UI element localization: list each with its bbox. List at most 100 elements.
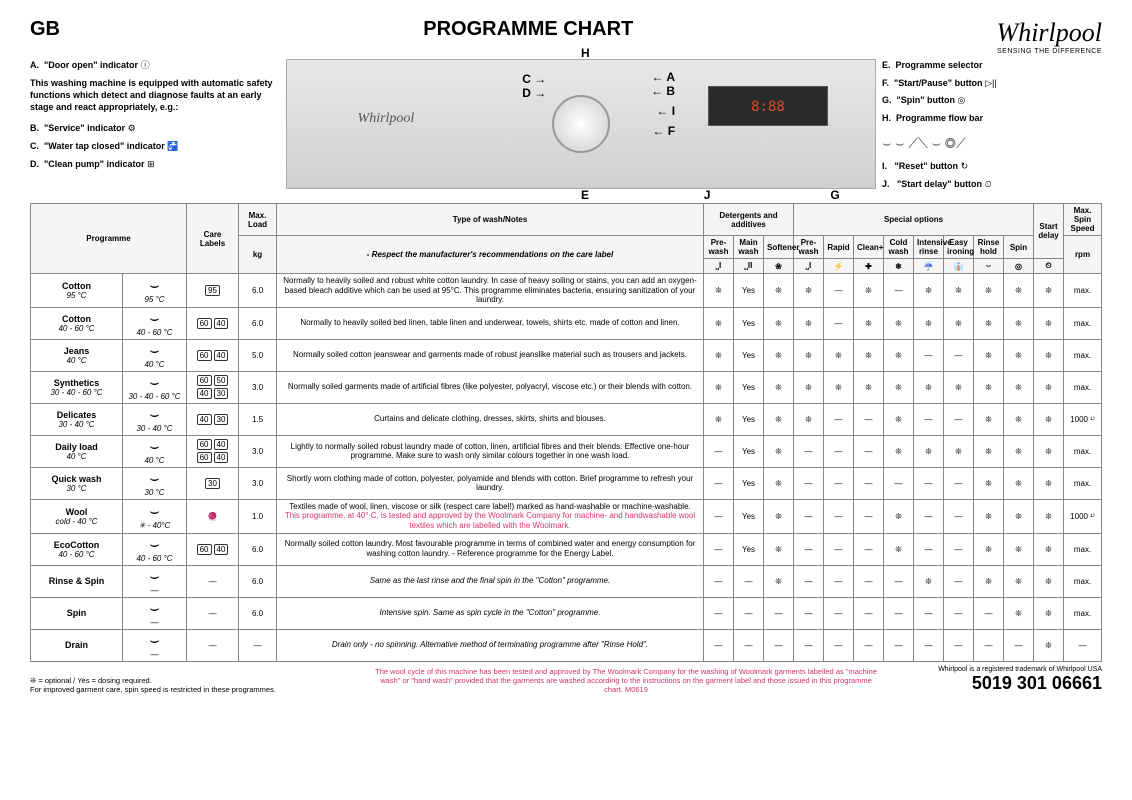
detergent-cell: — bbox=[734, 629, 764, 661]
detergent-cell: ❊ bbox=[764, 435, 794, 467]
safety-note: This washing machine is equipped with au… bbox=[30, 77, 280, 113]
option-cell: — bbox=[854, 533, 884, 565]
option-cell: ❊ bbox=[944, 307, 974, 339]
load-cell: 3.0 bbox=[239, 435, 277, 467]
spin-cell: max. bbox=[1064, 565, 1102, 597]
option-cell: ❊ bbox=[1004, 499, 1034, 533]
detergent-cell: — bbox=[764, 597, 794, 629]
detergent-cell: Yes bbox=[734, 371, 764, 403]
option-cell: ❊ bbox=[974, 435, 1004, 467]
legend-f: "Start/Pause" button bbox=[894, 78, 983, 88]
programme-name-cell: Drain bbox=[31, 629, 123, 661]
det-icon-1: ⎵II bbox=[734, 259, 764, 274]
option-cell: ❊ bbox=[914, 371, 944, 403]
notes-cell: Same as the last rinse and the final spi… bbox=[277, 565, 704, 597]
hdr-detergents: Detergents and additives bbox=[704, 204, 794, 236]
option-cell: ❊ bbox=[1004, 307, 1034, 339]
spin-cell: max. bbox=[1064, 597, 1102, 629]
option-cell: ❊ bbox=[854, 371, 884, 403]
option-cell: — bbox=[884, 629, 914, 661]
programme-icon-cell: ⌣✳ - 40°C bbox=[123, 499, 187, 533]
option-cell: — bbox=[914, 629, 944, 661]
option-cell: — bbox=[1004, 629, 1034, 661]
option-cell: ❊ bbox=[794, 403, 824, 435]
detergent-cell: Yes bbox=[734, 403, 764, 435]
legend-e: Programme selector bbox=[896, 60, 983, 70]
option-cell: ❊ bbox=[974, 533, 1004, 565]
detergent-cell: — bbox=[704, 467, 734, 499]
option-cell: ❊ bbox=[974, 371, 1004, 403]
opt-icon-6: ⌣ bbox=[974, 259, 1004, 274]
spin-cell: max. bbox=[1064, 339, 1102, 371]
hdr-opt-2: Clean+ bbox=[854, 236, 884, 259]
option-cell: ❊ bbox=[974, 339, 1004, 371]
delay-cell: ❊ bbox=[1034, 339, 1064, 371]
option-cell: — bbox=[944, 499, 974, 533]
load-cell: 6.0 bbox=[239, 565, 277, 597]
option-cell: ❊ bbox=[1004, 435, 1034, 467]
notes-cell: Shortly worn clothing made of cotton, po… bbox=[277, 467, 704, 499]
delay-cell: ❊ bbox=[1034, 307, 1064, 339]
delay-cell: ❊ bbox=[1034, 533, 1064, 565]
option-cell: — bbox=[884, 274, 914, 308]
option-cell: ❊ bbox=[1004, 274, 1034, 308]
option-cell: ❊ bbox=[1004, 371, 1034, 403]
option-cell: ❊ bbox=[794, 339, 824, 371]
option-cell: — bbox=[824, 467, 854, 499]
option-cell: ❊ bbox=[974, 403, 1004, 435]
programme-table: Programme Care Labels Max. Load Type of … bbox=[30, 203, 1102, 662]
option-cell: ❊ bbox=[854, 274, 884, 308]
spin-cell: max. bbox=[1064, 274, 1102, 308]
panel-label-f: ← F bbox=[652, 124, 675, 138]
programme-name-cell: Daily load40 °C bbox=[31, 435, 123, 467]
notes-cell: Drain only - no spinning. Alternative me… bbox=[277, 629, 704, 661]
option-cell: — bbox=[824, 435, 854, 467]
detergent-cell: ❊ bbox=[764, 499, 794, 533]
option-cell: ❊ bbox=[1004, 597, 1034, 629]
programme-icon-cell: ⌣30 °C bbox=[123, 467, 187, 499]
option-cell: ❊ bbox=[1004, 467, 1034, 499]
opt-icon-2: ✚ bbox=[854, 259, 884, 274]
detergent-cell: — bbox=[704, 435, 734, 467]
detergent-cell: — bbox=[734, 597, 764, 629]
care-labels-cell: — bbox=[187, 565, 239, 597]
table-header: Programme Care Labels Max. Load Type of … bbox=[31, 204, 1102, 274]
hdr-notes: Type of wash/Notes bbox=[277, 204, 704, 236]
option-cell: ❊ bbox=[824, 339, 854, 371]
option-cell: — bbox=[854, 565, 884, 597]
detergent-cell: — bbox=[704, 629, 734, 661]
opt-icon-1: ⚡ bbox=[824, 259, 854, 274]
load-cell: 1.5 bbox=[239, 403, 277, 435]
care-labels-cell: — bbox=[187, 597, 239, 629]
delay-cell: ❊ bbox=[1034, 565, 1064, 597]
option-cell: — bbox=[794, 565, 824, 597]
option-cell: ❊ bbox=[794, 274, 824, 308]
detergent-cell: — bbox=[764, 629, 794, 661]
detergent-cell: ❊ bbox=[764, 371, 794, 403]
detergent-cell: Yes bbox=[734, 435, 764, 467]
spin-cell: max. bbox=[1064, 371, 1102, 403]
notes-cell: Normally to heavily soiled bed linen, ta… bbox=[277, 307, 704, 339]
option-cell: — bbox=[794, 435, 824, 467]
option-cell: — bbox=[854, 597, 884, 629]
hdr-opt-6: Rinse hold bbox=[974, 236, 1004, 259]
programme-dial-icon bbox=[552, 95, 610, 153]
detergent-cell: ❊ bbox=[764, 403, 794, 435]
delay-icon: ⏲ bbox=[1034, 259, 1064, 274]
detergent-cell: ❊ bbox=[764, 467, 794, 499]
programme-icon-cell: ⌣— bbox=[123, 597, 187, 629]
opt-icon-7: ◎ bbox=[1004, 259, 1034, 274]
option-cell: ❊ bbox=[854, 307, 884, 339]
notes-cell: Lightly to normally soiled robust laundr… bbox=[277, 435, 704, 467]
option-cell: ❊ bbox=[884, 403, 914, 435]
option-cell: ❊ bbox=[884, 371, 914, 403]
table-row: Jeans40 °C⌣40 °C60405.0Normally soiled c… bbox=[31, 339, 1102, 371]
option-cell: ❊ bbox=[974, 307, 1004, 339]
legend-i: "Reset" button bbox=[895, 161, 959, 171]
load-cell: — bbox=[239, 629, 277, 661]
option-cell: — bbox=[824, 597, 854, 629]
legend-g: "Spin" button bbox=[897, 95, 956, 105]
care-labels-cell: 95 bbox=[187, 274, 239, 308]
legend-left: A. "Door open" indicator ⓘ This washing … bbox=[30, 59, 280, 195]
option-cell: — bbox=[914, 467, 944, 499]
